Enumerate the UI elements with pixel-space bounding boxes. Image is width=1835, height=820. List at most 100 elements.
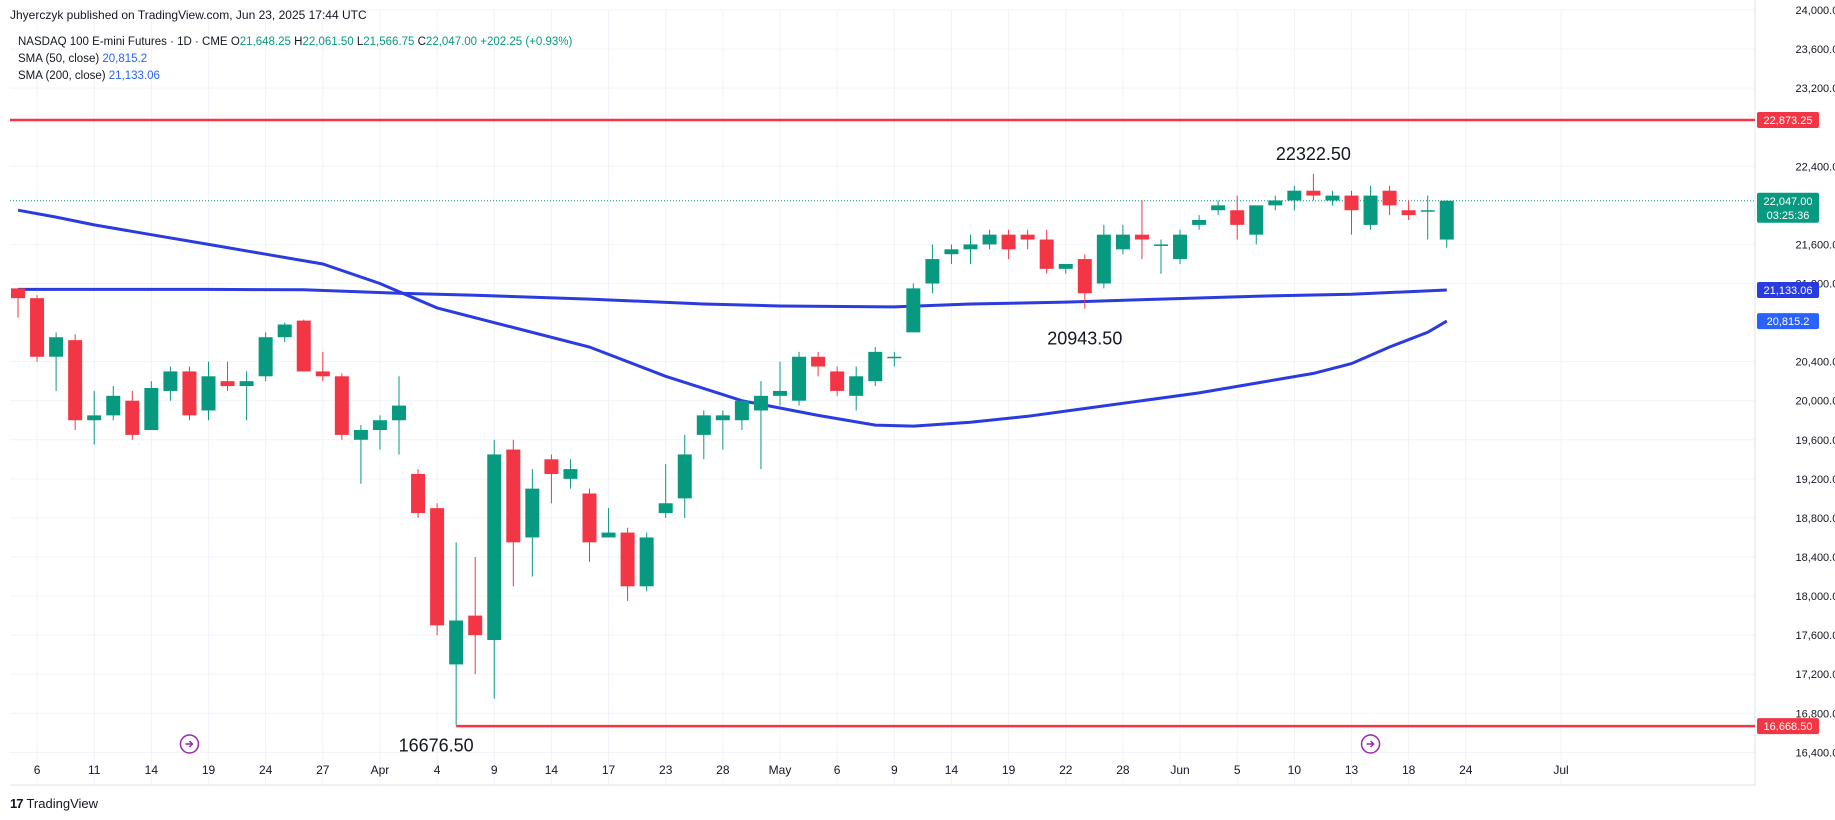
brand-name: TradingView	[26, 796, 99, 811]
candle	[144, 381, 159, 431]
candle	[792, 351, 807, 406]
y-tick-label: 21,600.00	[1796, 239, 1835, 251]
candle-body	[1249, 205, 1264, 235]
candle-body	[715, 415, 730, 421]
last-price-tag-bg	[1757, 192, 1819, 223]
candle-body	[201, 376, 216, 411]
candle-body	[106, 395, 121, 416]
candle-body	[1154, 244, 1168, 246]
x-tick-label: 4	[434, 763, 441, 777]
event-marker-arrow	[1366, 740, 1375, 748]
event-marker-icon[interactable]	[1360, 734, 1381, 754]
y-tick-label: 19,600.00	[1796, 435, 1835, 447]
candle	[1173, 229, 1188, 264]
candle	[849, 366, 864, 411]
x-tick-label: 14	[945, 763, 959, 777]
candle	[1344, 190, 1359, 235]
high-value: 22,061.50	[302, 36, 354, 48]
legend-sma50-row[interactable]: SMA (50, close) 20,815.2	[18, 51, 572, 68]
candle-body	[68, 340, 83, 421]
candle-body	[239, 381, 254, 387]
candle	[315, 351, 330, 382]
candle	[525, 469, 540, 577]
candle-body	[1001, 234, 1016, 250]
candle	[1077, 254, 1092, 309]
candle-body	[1134, 234, 1149, 240]
candle-body	[1115, 234, 1130, 250]
sma50-tag-bg	[1757, 313, 1819, 330]
y-tick-label: 24,000.00	[1796, 5, 1835, 17]
x-tick-label: 10	[1288, 763, 1302, 777]
candle-body	[468, 615, 483, 636]
y-tick-label: 20,000.00	[1796, 396, 1835, 408]
candle	[163, 366, 178, 401]
candle-body	[1401, 210, 1416, 216]
candle	[1363, 185, 1378, 230]
candle-body	[334, 376, 349, 435]
candle-body	[906, 288, 921, 333]
candle-body	[258, 337, 273, 377]
candle	[1039, 229, 1054, 274]
candle-body	[353, 430, 368, 440]
candle-body	[525, 488, 540, 538]
legend-sma200-row[interactable]: SMA (200, close) 21,133.06	[18, 68, 572, 85]
candle-body	[449, 620, 464, 665]
candle	[715, 410, 730, 450]
y-tick-label: 18,000.00	[1796, 591, 1835, 603]
sma200-value: 21,133.06	[108, 70, 160, 82]
x-tick-label: 6	[834, 763, 841, 777]
candle	[868, 346, 883, 387]
level-tag-top: 22,873.25	[1757, 112, 1819, 129]
candle-body	[639, 537, 654, 587]
event-marker-arrow	[185, 740, 194, 748]
candle	[1192, 215, 1207, 230]
x-tick-label: 27	[316, 763, 330, 777]
candle-body	[220, 381, 235, 387]
candle-body	[773, 390, 787, 396]
x-tick-label: May	[769, 763, 792, 777]
candle-body	[734, 400, 749, 421]
candle-body	[30, 298, 45, 357]
candle	[906, 283, 921, 333]
candle-body	[11, 288, 25, 299]
y-tick-label: 23,200.00	[1796, 83, 1835, 95]
candle	[563, 459, 578, 489]
candle	[68, 334, 83, 431]
level-tag-top-text: 22,873.25	[1764, 115, 1813, 127]
x-tick-label: 14	[145, 763, 159, 777]
candle	[582, 488, 597, 562]
candle	[963, 234, 978, 264]
sma50-label: SMA (50, close)	[18, 53, 100, 65]
symbol-name[interactable]: NASDAQ 100 E-mini Futures · 1D · CME	[18, 36, 228, 48]
candle	[620, 527, 635, 601]
candle	[239, 371, 254, 421]
candle	[811, 351, 826, 377]
candle	[1325, 190, 1340, 206]
y-tick-label: 16,400.00	[1796, 747, 1835, 759]
candle-body	[392, 405, 406, 421]
x-tick-label: 9	[491, 763, 498, 777]
level-tag-bottom-text: 16,668.50	[1764, 721, 1813, 733]
event-marker-icon[interactable]	[179, 734, 200, 754]
y-tick-label: 17,200.00	[1796, 669, 1835, 681]
candle-body	[963, 244, 978, 250]
y-tick-label: 16,800.00	[1796, 708, 1835, 720]
sma200-tag-bg	[1757, 282, 1819, 299]
legend: NASDAQ 100 E-mini Futures · 1D · CME O21…	[18, 34, 572, 85]
sma200-line	[18, 287, 1447, 309]
candle	[106, 386, 121, 421]
candle	[1058, 263, 1073, 274]
legend-ohlc-row[interactable]: NASDAQ 100 E-mini Futures · 1D · CME O21…	[18, 34, 572, 51]
candle-body	[601, 532, 616, 538]
x-tick-label: Jun	[1170, 763, 1189, 777]
footer-brand[interactable]: 17 TradingView	[10, 796, 98, 811]
x-tick-label: 24	[1459, 763, 1473, 777]
candle-body	[372, 420, 387, 431]
candle	[392, 376, 406, 455]
candle	[11, 288, 25, 318]
high-label: H	[294, 36, 303, 48]
candle	[544, 454, 559, 504]
candle-body	[677, 454, 692, 499]
candle-body	[1363, 195, 1378, 225]
